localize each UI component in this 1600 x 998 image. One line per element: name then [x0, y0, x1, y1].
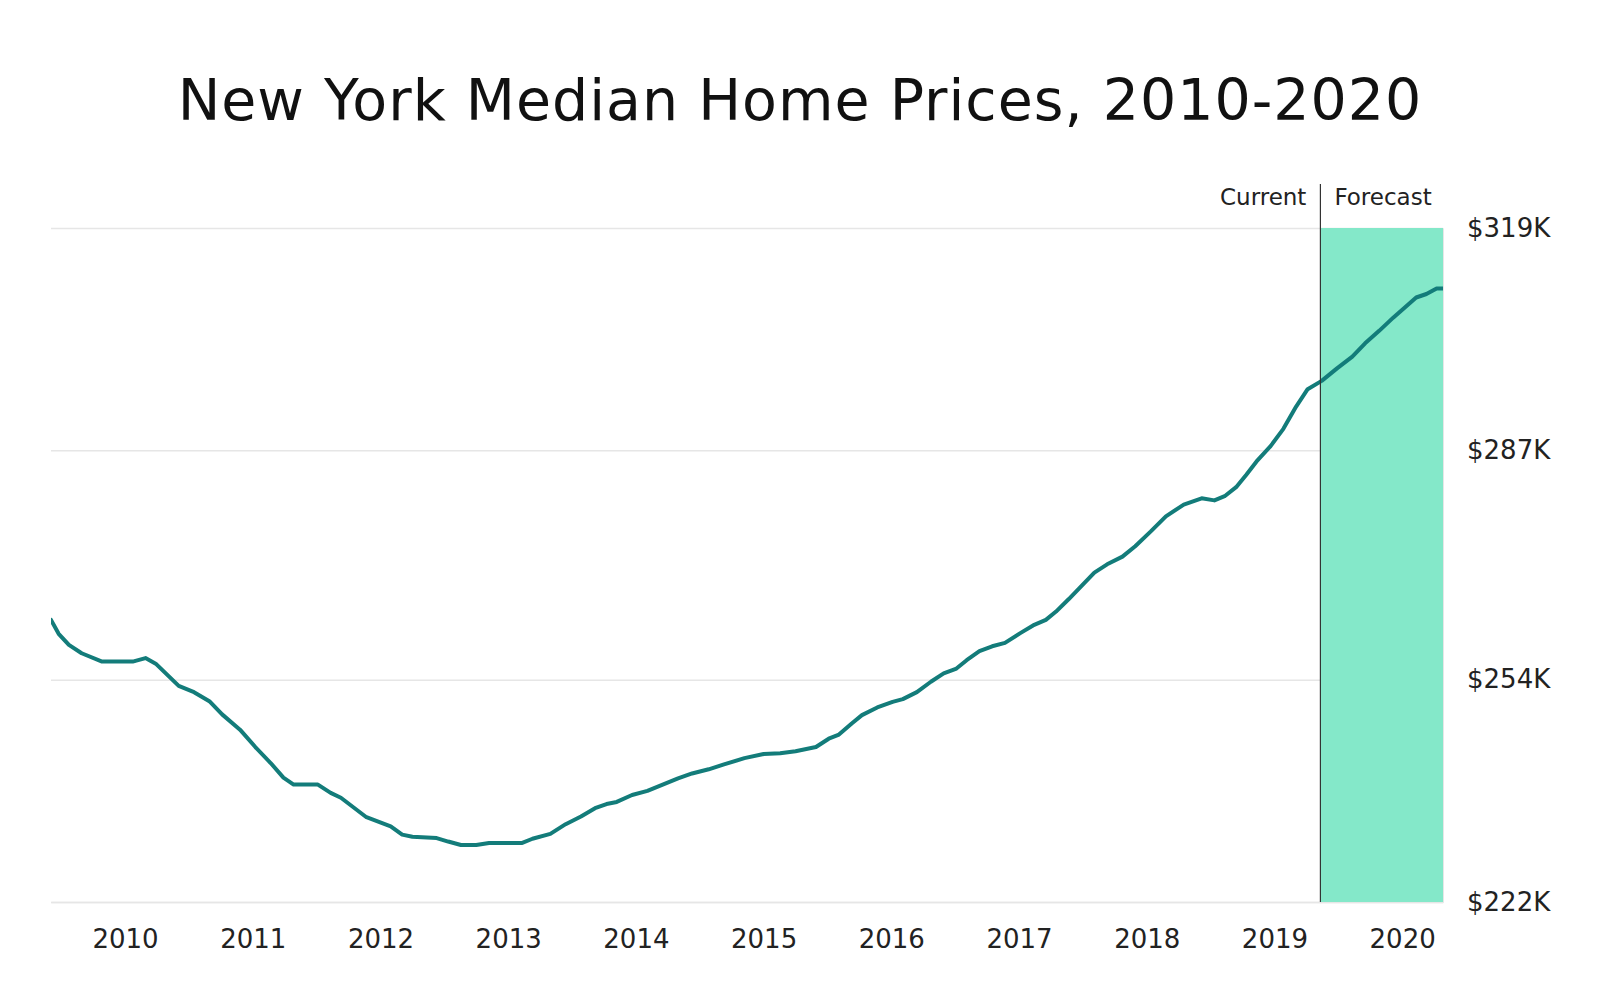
- x-tick: 2012: [348, 902, 414, 954]
- x-tick-label: 2015: [731, 924, 797, 954]
- x-tick-label: 2018: [1114, 924, 1180, 954]
- background: [0, 0, 1600, 998]
- y-axis: $222K $254K $287K $319K: [51, 213, 1551, 917]
- y-grid-line: [51, 228, 1443, 230]
- x-tick: 2011: [220, 902, 286, 954]
- x-tick: 2016: [859, 902, 925, 954]
- x-tick: 2017: [986, 902, 1052, 954]
- x-axis-line: [52, 902, 1444, 904]
- y-tick-label: $287K: [1467, 435, 1551, 465]
- y-grid-line: [51, 450, 1443, 452]
- x-tick-label: 2010: [92, 924, 158, 954]
- x-tick: 2015: [731, 902, 797, 954]
- x-tick-label: 2020: [1370, 924, 1436, 954]
- x-tick: 2010: [92, 902, 158, 954]
- x-tick: 2013: [476, 902, 542, 954]
- x-tick-label: 2011: [220, 924, 286, 954]
- x-tick-label: 2014: [603, 924, 669, 954]
- title: New York Median Home Prices, 2010-2020: [178, 67, 1423, 133]
- y-grid-line: [51, 679, 1443, 681]
- annotation: Forecast: [1334, 184, 1431, 210]
- plot-area: [51, 228, 1443, 902]
- x-tick: 2018: [1114, 902, 1180, 954]
- y-tick-label: $222K: [1467, 887, 1551, 917]
- price-line: [51, 288, 1443, 845]
- chart: New York Median Home Prices, 2010-2020 $2…: [0, 0, 1600, 998]
- y-tick-label: $254K: [1467, 664, 1551, 694]
- y-grid-line: [51, 902, 1443, 904]
- x-tick-label: 2013: [476, 924, 542, 954]
- forecast-divider: [1320, 184, 1321, 902]
- y-tick-label: $319K: [1467, 213, 1551, 243]
- y-axis-line: [51, 229, 1444, 903]
- x-tick: 2014: [603, 902, 669, 954]
- annotation: Current: [1220, 184, 1306, 210]
- x-tick-label: 2019: [1242, 924, 1308, 954]
- x-axis: 2010 2011 2012 2013 2014 2015 2016 2017 2018 2019…: [52, 902, 1444, 954]
- x-tick: 2019: [1242, 902, 1308, 954]
- x-tick-label: 2012: [348, 924, 414, 954]
- x-tick: 2020: [1370, 902, 1436, 954]
- x-tick-label: 2016: [859, 924, 925, 954]
- x-tick-label: 2017: [986, 924, 1052, 954]
